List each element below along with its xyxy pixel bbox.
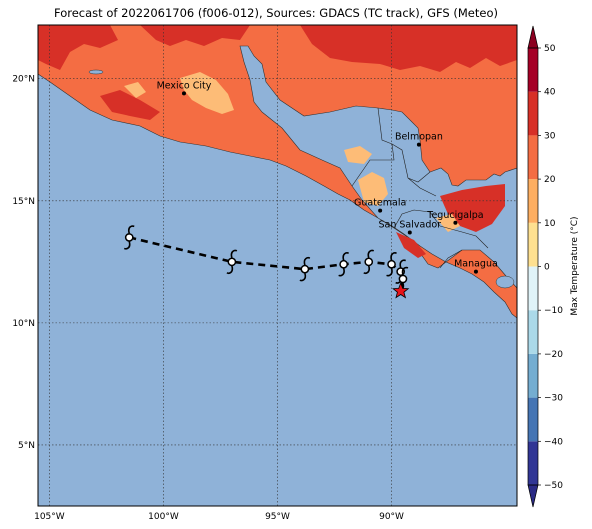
city-dot [416,142,421,147]
border-lines [351,107,489,269]
hot-region-east [440,184,505,232]
lat-tick-label: 5°N [18,441,35,451]
colorbar-band [528,266,538,311]
map-title: Forecast of 2022061706 (f006-012), Sourc… [54,6,498,20]
hot-region-south [396,232,426,258]
cyclone-symbol [226,249,238,274]
cyclone-symbol [123,225,135,250]
colorbar-band [528,441,538,485]
colorbar-tick-label: −50 [544,481,563,491]
colorbar-tick-label: 10 [544,219,556,229]
map-frame [37,24,518,507]
city-label: Managua [454,259,498,270]
city-dot [473,269,478,274]
colorbar-band [528,222,538,267]
colorbar-extend-low [527,484,539,508]
colorbar-tick-label: 50 [544,44,556,54]
colorbar-band [528,179,538,223]
colorbar-tick-label: 30 [544,131,556,141]
land-central-america [38,25,517,319]
colorbar-tick-label: 40 [544,88,556,98]
city-dot [453,220,458,225]
colorbar-tick-label: 20 [544,175,556,185]
lake-nicaragua [495,275,515,289]
current-position-star [392,281,410,299]
lat-tick-label: 20°N [12,75,35,85]
lon-tick-label: 90°W [379,512,404,522]
colorbar-band [528,397,538,442]
cyclone-symbol [299,257,311,282]
warm-region-guatemala [358,172,388,206]
lon-tick-label: 105°W [34,512,65,522]
lat-tick-label: 15°N [12,197,35,207]
city-dot [181,91,186,96]
colorbar-band [528,48,538,92]
hot-region-north [38,25,118,70]
colorbar-band [528,91,538,136]
colorbar-tick-label: −20 [544,350,563,360]
warm-region-plateau [180,72,234,114]
lake-chapala [88,69,104,75]
cyclone-symbol [338,252,350,277]
warm-region-honduras [436,214,460,232]
cyclone-symbol [386,252,397,277]
city-label: Tegucigalpa [426,210,483,221]
colorbar-tick-label: 0 [544,263,550,273]
lon-tick-label: 95°W [265,512,290,522]
city-label: San Salvador [379,220,442,231]
colorbar-extend-high [527,25,539,49]
city-dot [378,208,383,213]
city-label: Mexico City [157,80,212,91]
hot-region-gulf [140,25,250,46]
colorbar-tick-label: −10 [544,306,563,316]
cyclone-symbol [363,249,375,274]
colorbar-label: Max Temperature (°C) [570,216,580,315]
lat-tick-label: 10°N [12,319,35,329]
city-label: Belmopan [395,132,443,143]
hot-region-north-east [300,25,517,72]
lon-tick-label: 100°W [148,512,179,522]
colorbar-band [528,310,538,354]
colorbar-tick-label: −40 [544,437,563,447]
colorbar-band [528,353,538,398]
hot-region-center [100,90,160,120]
city-label: Guatemala [354,198,406,209]
colorbar-tick-label: −30 [544,394,563,404]
warm-region-chiapas [344,146,372,164]
colorbar-band [528,135,538,180]
city-dot [407,230,412,235]
warm-region-west [124,82,146,98]
